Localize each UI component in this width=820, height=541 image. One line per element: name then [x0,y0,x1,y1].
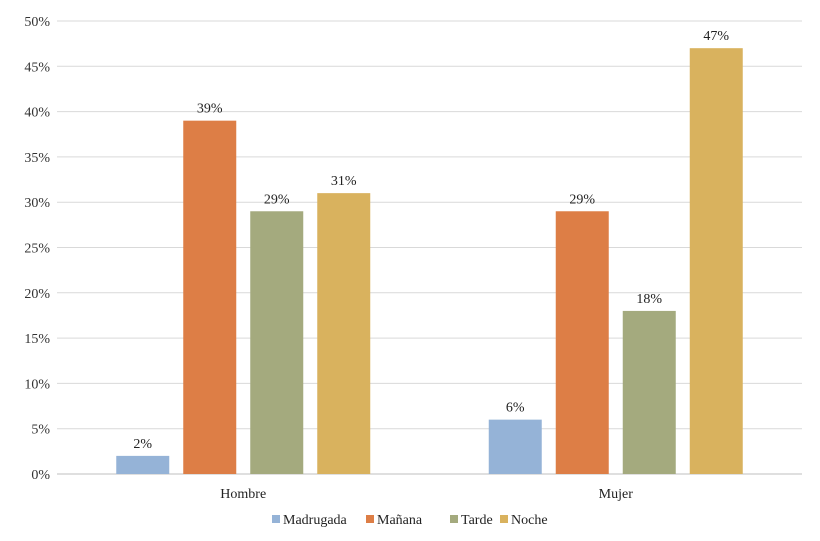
y-tick-label: 50% [24,15,50,30]
data-label: 29% [569,192,595,207]
y-tick-label: 40% [24,106,50,121]
bar-madrugada-hombre [116,455,170,474]
legend-label: Madrugada [283,513,348,528]
legend-item: Mañana [366,513,423,528]
gridlines [57,20,802,475]
data-label: 31% [331,174,357,189]
legend-item: Tarde [450,513,493,528]
data-label: 18% [636,292,662,307]
y-tick-label: 30% [24,196,50,211]
category-label: Mujer [599,487,634,502]
legend-swatch [450,515,458,523]
legend-swatch [366,515,374,523]
data-labels: 2% 39% 29% 31% 6% 29% 18% 47% [133,29,729,452]
legend-swatch [500,515,508,523]
bar-madrugada-mujer [488,419,542,474]
y-axis-ticks: 0% 5% 10% 15% 20% 25% 30% 35% 40% 45% 50% [24,15,50,483]
data-label: 39% [197,102,223,117]
legend-label: Mañana [377,513,423,528]
y-tick-label: 25% [24,242,50,257]
data-label: 2% [133,437,152,452]
y-tick-label: 45% [24,60,50,75]
y-tick-label: 20% [24,287,50,302]
bars [116,48,743,475]
bar-noche-mujer [689,48,743,475]
legend-swatch [272,515,280,523]
bar-tarde-mujer [622,310,676,474]
y-tick-label: 10% [24,377,50,392]
legend: Madrugada Mañana Tarde Noche [272,513,548,528]
legend-item: Madrugada [272,513,348,528]
legend-label: Noche [511,513,548,528]
y-tick-label: 35% [24,151,50,166]
bar-noche-hombre [317,193,371,474]
y-tick-label: 0% [31,468,50,483]
y-tick-label: 5% [31,423,50,438]
legend-label: Tarde [461,513,493,528]
data-label: 29% [264,192,290,207]
bar-mañana-hombre [183,120,237,474]
category-label: Hombre [220,487,266,502]
data-label: 6% [506,401,525,416]
y-tick-label: 15% [24,332,50,347]
bar-tarde-hombre [250,211,304,474]
data-label: 47% [703,29,729,44]
legend-item: Noche [500,513,548,528]
bar-mañana-mujer [555,211,609,474]
x-axis-categories: Hombre Mujer [220,487,633,502]
